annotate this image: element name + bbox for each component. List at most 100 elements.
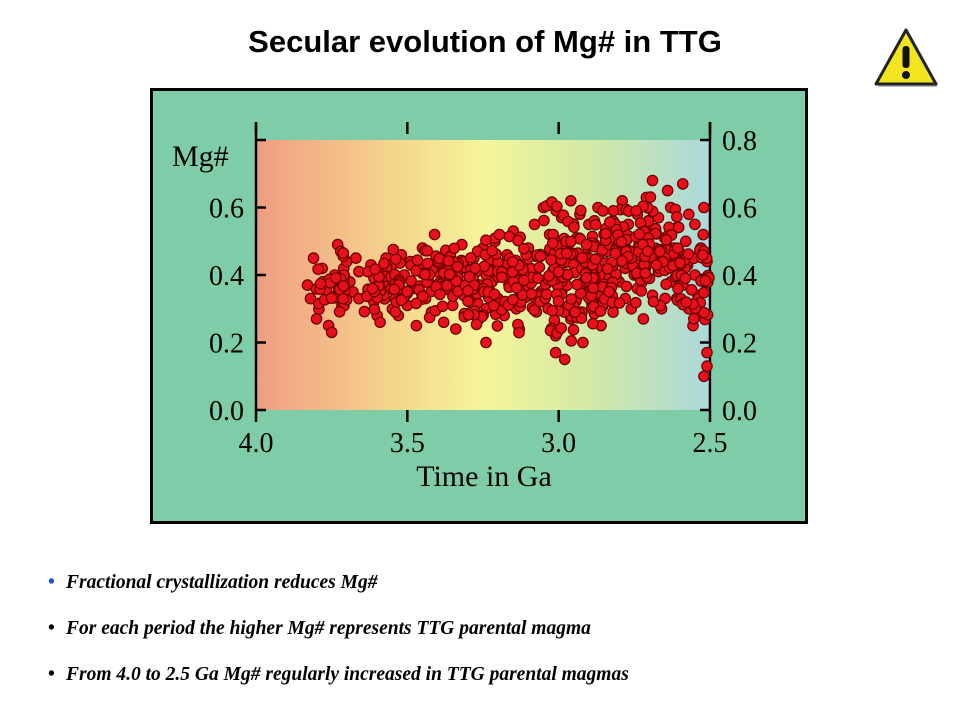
data-points xyxy=(301,174,715,383)
data-point xyxy=(470,318,483,331)
data-point xyxy=(307,252,320,264)
data-point xyxy=(567,324,580,336)
data-point xyxy=(513,326,525,339)
data-point xyxy=(661,184,674,197)
data-point xyxy=(630,205,642,217)
warning-icon xyxy=(874,28,938,87)
data-point xyxy=(405,275,417,287)
data-point xyxy=(689,218,701,231)
data-point xyxy=(696,249,709,261)
data-point xyxy=(604,216,616,228)
data-point xyxy=(682,208,695,221)
data-point xyxy=(366,282,379,295)
data-point xyxy=(698,370,710,383)
data-point xyxy=(569,306,581,318)
data-point xyxy=(699,274,712,287)
data-point xyxy=(462,295,474,307)
data-point xyxy=(549,346,562,359)
data-point xyxy=(369,263,381,275)
data-point xyxy=(697,228,709,241)
data-point xyxy=(615,236,628,248)
data-point xyxy=(574,204,587,217)
data-point xyxy=(518,274,530,287)
data-point xyxy=(374,316,386,329)
data-point xyxy=(421,257,434,270)
data-point xyxy=(512,234,524,247)
data-point xyxy=(607,205,620,217)
data-point xyxy=(635,285,648,297)
data-point xyxy=(337,280,350,292)
slide-title: Secular evolution of Mg# in TTG xyxy=(248,24,722,59)
data-point xyxy=(546,304,559,317)
data-point xyxy=(390,253,402,265)
data-point xyxy=(442,255,455,267)
data-point xyxy=(672,282,684,295)
data-point xyxy=(480,336,492,349)
x-axis-label: Time in Ga xyxy=(416,460,552,493)
data-point xyxy=(545,254,557,266)
data-point xyxy=(325,292,338,304)
data-point xyxy=(464,252,477,264)
data-point xyxy=(411,254,424,266)
data-point xyxy=(387,243,400,256)
data-point xyxy=(565,335,578,347)
data-point xyxy=(679,272,692,285)
data-point xyxy=(660,278,672,291)
data-point xyxy=(538,214,550,227)
data-point xyxy=(671,242,684,254)
data-point xyxy=(448,242,460,255)
data-point xyxy=(644,191,657,203)
y-axis-label: Mg# xyxy=(172,140,229,173)
data-point xyxy=(510,282,523,294)
data-point xyxy=(451,261,464,273)
data-point xyxy=(587,282,599,294)
data-point xyxy=(552,266,565,278)
data-point xyxy=(358,305,371,318)
data-point xyxy=(486,244,498,257)
data-point xyxy=(525,288,538,300)
data-point xyxy=(653,245,666,258)
data-point xyxy=(540,288,553,300)
data-point xyxy=(434,288,446,301)
data-point xyxy=(428,228,441,241)
data-point xyxy=(580,271,593,284)
data-point xyxy=(564,195,577,207)
data-point xyxy=(687,313,700,325)
data-point xyxy=(587,317,599,330)
data-point xyxy=(577,336,589,349)
bullet-item: • Fractional crystallization reduces Mg# xyxy=(48,572,378,593)
data-point xyxy=(568,221,580,233)
chart: 0.0 0.2 0.4 0.6 0.0 0.2 0.4 0.6 0.8 4.0 3.5 3.0 2.5 … xyxy=(150,88,808,524)
data-point xyxy=(488,288,501,301)
data-point xyxy=(680,296,693,308)
data-point xyxy=(641,245,654,258)
data-point xyxy=(660,234,673,246)
x-tick-label: 3.0 xyxy=(541,428,576,459)
data-point xyxy=(443,268,456,281)
data-point xyxy=(388,283,401,296)
y-tick-label-right: 0.0 xyxy=(722,396,757,427)
y-tick-label-right: 0.8 xyxy=(722,126,757,157)
data-point xyxy=(571,278,583,291)
scatter-chart: 0.00.20.40.60.00.20.40.60.84.0 3.5 3.0 2.5 … xyxy=(150,88,808,524)
data-point xyxy=(589,253,602,266)
data-point xyxy=(436,300,449,313)
data-point xyxy=(603,285,615,298)
data-point xyxy=(576,252,589,264)
data-point xyxy=(480,234,492,246)
data-point xyxy=(558,353,571,366)
data-point xyxy=(462,284,474,297)
data-point xyxy=(310,313,323,325)
data-point xyxy=(304,292,317,305)
data-point xyxy=(449,323,462,335)
data-point xyxy=(314,278,327,290)
y-tick-label-left: 0.4 xyxy=(209,261,244,292)
y-tick-label-left: 0.6 xyxy=(209,194,244,225)
data-point xyxy=(437,316,450,329)
data-point xyxy=(701,360,713,372)
data-point xyxy=(698,286,710,299)
data-point xyxy=(533,261,546,274)
data-point xyxy=(674,257,686,269)
data-point xyxy=(419,268,431,281)
y-tick-label-right: 0.6 xyxy=(722,194,757,225)
